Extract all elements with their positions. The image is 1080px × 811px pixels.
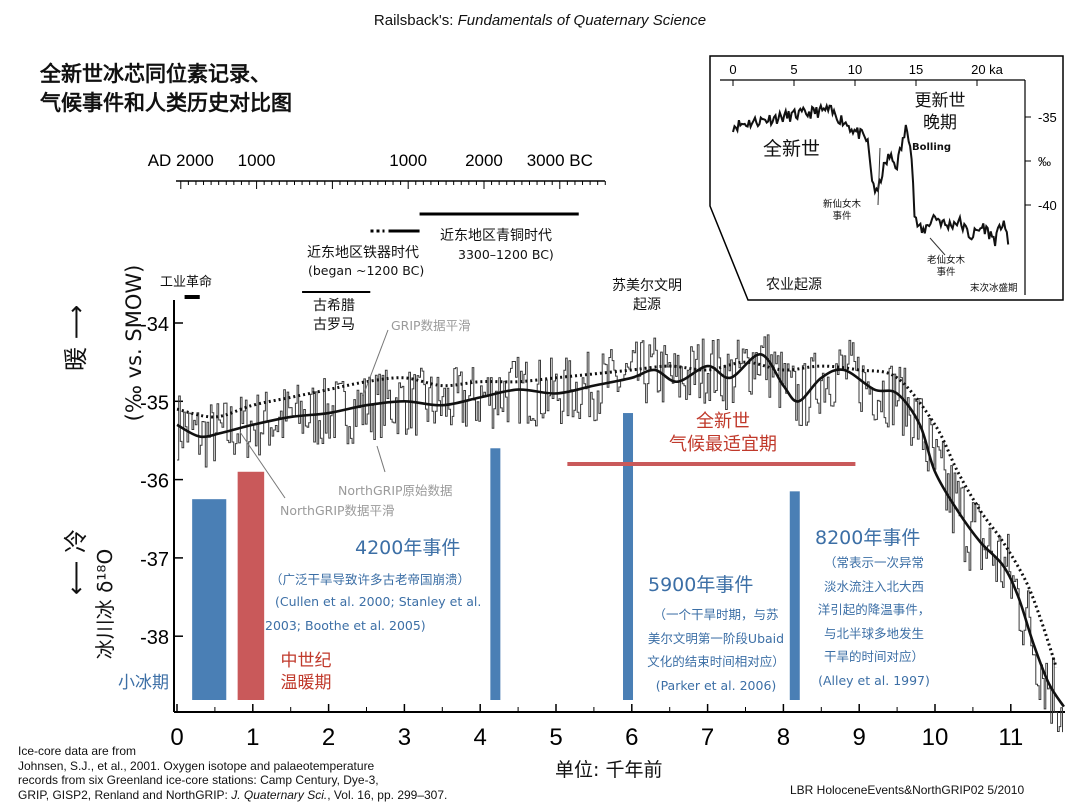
chart-title: 全新世冰芯同位素记录、 气候事件和人类历史对比图 [40, 62, 292, 115]
event-8200-bar [789, 491, 800, 700]
cold-label: ⟵ 冷 [62, 528, 90, 596]
grip-smooth-line [176, 360, 1058, 668]
x-tick-label: 0 [170, 724, 183, 751]
event-4200-bar [490, 448, 501, 700]
agriculture-label: 农业起源 [766, 277, 822, 293]
greek-roman-label: 古希腊 古罗马 [313, 298, 355, 333]
bronze-age-label: 近东地区青铜时代 [440, 228, 552, 244]
y-tick-label: -34 [140, 314, 169, 336]
bronze-age-dates: 3300–1200 BC) [458, 247, 554, 262]
ngrip-raw-pointer [376, 445, 386, 473]
inset-y-tick-label: -35 [1038, 110, 1057, 125]
ngrip-smooth-label: NorthGRIP数据平滑 [280, 503, 395, 518]
lia-bar [192, 499, 227, 700]
inset-y-tick-label: -40 [1038, 198, 1057, 213]
event-5900-bar [623, 413, 634, 700]
y-unit-label: (‰ vs. SMOW) [122, 264, 146, 422]
timeline-tick-label: 1000 [389, 151, 427, 170]
x-tick-label: 5 [549, 724, 562, 751]
x-tick-label: 7 [701, 724, 714, 751]
inset-x-tick-label: 5 [790, 62, 797, 77]
timeline-tick-label: 1000 [238, 151, 276, 170]
mwp-bar [237, 471, 265, 700]
timeline-tick-label: AD 2000 [148, 151, 214, 170]
inset-record-line [732, 102, 1010, 247]
y-tick-label: -38 [140, 627, 169, 649]
attribution: Railsback's: Fundamentals of Quaternary … [373, 12, 707, 29]
timeline-tick-label: 2000 [465, 151, 503, 170]
x-tick-label: 11 [998, 724, 1023, 751]
ngrip-raw-label: NorthGRIP原始数据 [338, 483, 453, 498]
inset-x-tick-label: 0 [729, 62, 736, 77]
x-axis-title: 单位: 千年前 [555, 759, 663, 781]
iron-age-label: 近东地区铁器时代 [307, 245, 419, 261]
event-4200-desc: （广泛干旱导致许多古老帝国崩溃） [270, 572, 471, 587]
inset-lgm-label: 末次冰盛期 [970, 283, 1018, 294]
ngrip-smooth-line [176, 353, 1065, 708]
timeline-tick-label: 3000 BC [527, 151, 593, 170]
x-tick-label: 3 [398, 724, 411, 751]
x-tick-label: 8 [777, 724, 790, 751]
inset-y-tick-label: ‰ [1038, 154, 1051, 169]
event-4200-ref2: 2003; Boothe et al. 2005) [265, 618, 426, 633]
inset-yd-label: 新仙女木 事件 [822, 199, 861, 222]
x-tick-label: 4 [474, 724, 487, 751]
inset-x-tick-label: 15 [909, 62, 923, 77]
x-tick-label: 6 [625, 724, 638, 751]
iron-age-dates: (began ~1200 BC) [308, 263, 425, 278]
warm-label: 暖 ⟶ [62, 304, 90, 372]
inset-yd-pointer [877, 147, 881, 206]
event-8200-title: 8200年事件 [815, 527, 921, 549]
sumerian-label: 苏美尔文明 起源 [612, 278, 682, 313]
grip-smooth-label: GRIP数据平滑 [391, 318, 471, 333]
x-tick-label: 2 [322, 724, 335, 751]
event-4200-ref1: (Cullen et al. 2000; Stanley et al. [275, 594, 482, 609]
y-tick-label: -37 [140, 549, 169, 571]
event-8200-desc: （常表示一次异常 淡水流注入北大西 洋引起的降温事件， 与北半球多地发生 干旱的时间对应… [817, 555, 931, 688]
inset-bolling-label: Bolling [912, 142, 952, 153]
x-tick-label: 9 [853, 724, 866, 751]
inset-od-label: 老仙女木 事件 [926, 255, 965, 278]
source-note: Ice-core data are from Johnsen, S.J., et… [18, 744, 448, 802]
event-5900-title: 5900年事件 [648, 574, 754, 596]
inset-pleistocene-label: 更新世 晚期 [914, 91, 966, 133]
x-tick-label: 10 [922, 724, 949, 751]
inset-holocene-label: 全新世 [763, 138, 821, 160]
event-4200-title: 4200年事件 [355, 537, 461, 559]
inset-x-tick-label: 20 ka [971, 62, 1004, 77]
y-axis-title: 冰川冰 δ¹⁸O [93, 548, 117, 660]
inset-od-pointer [929, 237, 946, 256]
y-tick-label: -36 [140, 471, 169, 493]
inset-x-tick-label: 10 [848, 62, 862, 77]
holocene-optimum-label: 全新世 气候最适宜期 [669, 411, 777, 455]
event-5900-desc: （一个干旱时期，与苏 美尔文明第一阶段Ubaid 文化的结束时间相对应） (Parke… [647, 607, 785, 693]
industrial-revolution-label: 工业革命 [160, 275, 213, 290]
inset-frame [709, 55, 1064, 301]
mwp-label: 中世纪 温暖期 [280, 651, 332, 693]
ngrip-smooth-pointer [239, 431, 286, 499]
y-tick-label: -35 [140, 392, 169, 414]
grip-label-pointer [362, 329, 389, 397]
footer-credit: LBR HoloceneEvents&NorthGRIP02 5/2010 [790, 783, 1025, 797]
lia-label: 小冰期 [118, 673, 169, 693]
x-tick-label: 1 [246, 724, 259, 751]
